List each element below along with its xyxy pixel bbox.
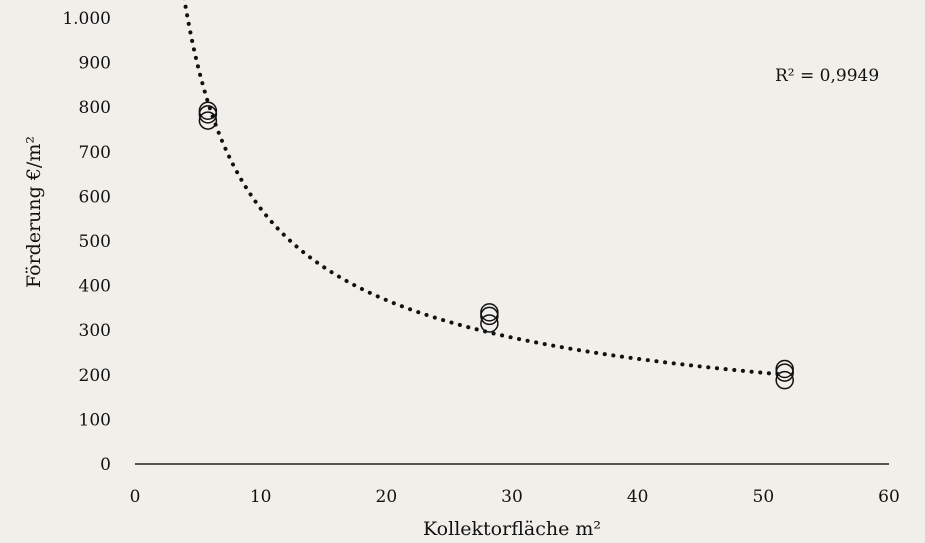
y-tick-label: 800 xyxy=(79,98,111,118)
y-axis-ticks: 0 100 200 300 400 500 600 700 800 900 1.000 xyxy=(62,9,111,475)
x-axis-ticks: 0 10 20 30 40 50 60 xyxy=(130,487,900,507)
y-tick-label: 400 xyxy=(79,277,111,297)
x-tick-label: 0 xyxy=(130,487,141,507)
y-tick-label: 900 xyxy=(79,54,111,74)
r-squared-label: R² = 0,9949 xyxy=(775,66,879,86)
y-tick-label: 300 xyxy=(79,321,111,341)
data-point xyxy=(198,101,218,121)
y-tick-label: 500 xyxy=(79,232,111,252)
data-points xyxy=(198,101,794,390)
y-tick-label: 200 xyxy=(79,366,111,386)
trendline xyxy=(182,0,787,377)
x-tick-label: 20 xyxy=(376,487,398,507)
x-axis-title: Kollektorfläche m² xyxy=(423,518,601,540)
y-tick-label: 100 xyxy=(79,410,111,430)
x-tick-label: 50 xyxy=(753,487,775,507)
data-point xyxy=(775,363,794,382)
data-point xyxy=(775,370,794,390)
x-tick-label: 30 xyxy=(501,487,523,507)
data-point xyxy=(198,105,218,124)
x-tick-label: 40 xyxy=(627,487,649,507)
x-tick-label: 10 xyxy=(250,487,272,507)
y-tick-label: 600 xyxy=(79,187,111,207)
y-tick-label: 700 xyxy=(79,143,111,163)
x-tick-label: 60 xyxy=(878,487,900,507)
y-tick-label: 0 xyxy=(100,455,111,475)
data-point xyxy=(480,314,499,333)
trendline-path xyxy=(182,0,787,377)
y-axis-title: Förderung €/m² xyxy=(23,136,45,288)
y-tick-label: 1.000 xyxy=(62,9,111,29)
data-point xyxy=(480,306,499,326)
data-point xyxy=(198,111,218,130)
